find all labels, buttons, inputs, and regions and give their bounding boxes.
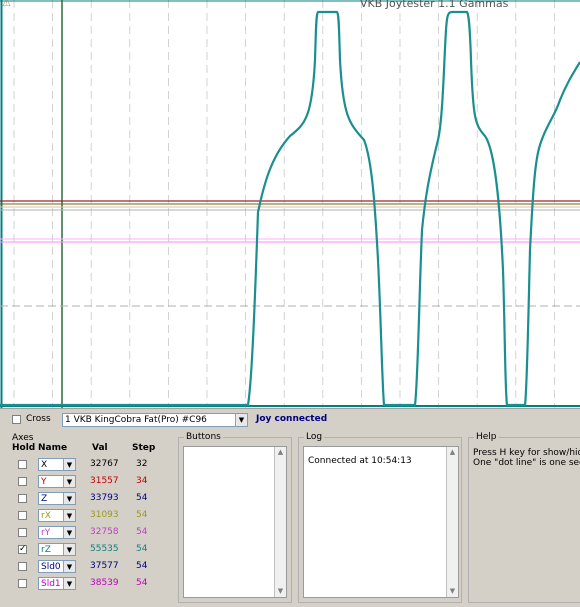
help-line-2: One "dot line" is one seco [473, 458, 580, 468]
col-hold: Hold [12, 443, 36, 453]
help-line-1: Press H key for show/hid [473, 448, 580, 458]
plot-graph [0, 0, 580, 408]
window-title: VKB Joytester 1.1 Gammas [360, 0, 509, 10]
axis-name-select[interactable]: Sld1 ▼ [38, 577, 76, 590]
chevron-down-icon[interactable]: ▼ [63, 510, 75, 521]
axis-row: Sld0 ▼ 37577 54 [0, 560, 170, 574]
axis-name-select[interactable]: rX ▼ [38, 509, 76, 522]
chevron-down-icon[interactable]: ▼ [63, 578, 75, 589]
chevron-down-icon[interactable]: ▼ [235, 414, 247, 426]
buttons-scrollbar[interactable]: ▲ ▼ [274, 447, 286, 597]
axis-step: 34 [136, 476, 148, 486]
axis-row: Sld1 ▼ 38539 54 [0, 577, 170, 591]
log-group-label: Log [304, 432, 325, 442]
help-group-label: Help [474, 432, 499, 442]
axis-step: 54 [136, 527, 148, 537]
hold-checkbox[interactable] [18, 494, 27, 503]
hold-checkbox[interactable] [18, 562, 27, 571]
axis-name: rY [41, 528, 51, 538]
axis-step: 54 [136, 561, 148, 571]
axis-name: rX [41, 511, 51, 521]
cross-checkbox[interactable] [12, 415, 21, 424]
control-panel: Cross 1 VKB KingCobra Fat(Pro) #C96 ▼ Jo… [0, 408, 580, 607]
scroll-up-icon[interactable]: ▲ [277, 448, 284, 456]
axis-value: 32758 [90, 527, 119, 537]
buttons-group: Buttons ▲ ▼ [178, 432, 292, 603]
axis-step: 54 [136, 544, 148, 554]
axis-value: 31557 [90, 476, 119, 486]
axis-name: Sld1 [41, 579, 61, 589]
scroll-down-icon[interactable]: ▼ [277, 587, 284, 595]
axis-value: 33793 [90, 493, 119, 503]
rz-axis-trace [0, 10, 580, 407]
log-line: Connected at 10:54:13 [308, 456, 412, 466]
axis-row: Z ▼ 33793 54 [0, 492, 170, 506]
plot-area: ⚠ VKB Joytester 1.1 Gammas [0, 0, 580, 408]
col-step: Step [132, 443, 156, 453]
chevron-down-icon[interactable]: ▼ [63, 561, 75, 572]
chevron-down-icon[interactable]: ▼ [63, 493, 75, 504]
device-select[interactable]: 1 VKB KingCobra Fat(Pro) #C96 ▼ [62, 413, 248, 427]
hold-checkbox[interactable] [18, 511, 27, 520]
axis-name-select[interactable]: rZ ▼ [38, 543, 76, 556]
axis-name-select[interactable]: Y ▼ [38, 475, 76, 488]
axis-name: Z [41, 494, 48, 504]
axis-row: X ▼ 32767 32 [0, 458, 170, 472]
hold-checkbox[interactable] [18, 528, 27, 537]
axis-name: Y [41, 477, 47, 487]
axes-header: Axes [12, 433, 34, 443]
axis-name-select[interactable]: Z ▼ [38, 492, 76, 505]
axis-value: 32767 [90, 459, 119, 469]
hold-checkbox[interactable]: ✓ [18, 544, 27, 554]
hold-checkbox[interactable] [18, 477, 27, 486]
scroll-up-icon[interactable]: ▲ [449, 448, 456, 456]
chevron-down-icon[interactable]: ▼ [63, 476, 75, 487]
hold-checkbox[interactable] [18, 579, 27, 588]
axis-name-select[interactable]: Sld0 ▼ [38, 560, 76, 573]
chevron-down-icon[interactable]: ▼ [63, 459, 75, 470]
axis-value: 38539 [90, 578, 119, 588]
axis-step: 54 [136, 578, 148, 588]
axis-name-select[interactable]: rY ▼ [38, 526, 76, 539]
col-name: Name [38, 443, 68, 453]
axis-row: ✓ rZ ▼ 55535 54 [0, 543, 170, 557]
axis-step: 32 [136, 459, 148, 469]
axis-value: 37577 [90, 561, 119, 571]
axis-row: Y ▼ 31557 34 [0, 475, 170, 489]
connection-status: Joy connected [256, 414, 328, 424]
chevron-down-icon[interactable]: ▼ [63, 527, 75, 538]
axis-name: rZ [41, 545, 51, 555]
axis-row: rX ▼ 31093 54 [0, 509, 170, 523]
axis-value: 31093 [90, 510, 119, 520]
log-scrollbar[interactable]: ▲ ▼ [446, 447, 458, 597]
axis-name-select[interactable]: X ▼ [38, 458, 76, 471]
buttons-group-label: Buttons [184, 432, 223, 442]
log-group: Log Connected at 10:54:13 ▲ ▼ [298, 432, 462, 603]
axis-row: rY ▼ 32758 54 [0, 526, 170, 540]
col-val: Val [92, 443, 108, 453]
buttons-list[interactable]: ▲ ▼ [183, 446, 287, 598]
axis-step: 54 [136, 493, 148, 503]
chevron-down-icon[interactable]: ▼ [63, 544, 75, 555]
axis-value: 55535 [90, 544, 119, 554]
hold-checkbox[interactable] [18, 460, 27, 469]
log-list[interactable]: Connected at 10:54:13 ▲ ▼ [303, 446, 459, 598]
vertical-grid [13, 0, 555, 408]
app-icon: ⚠ [2, 0, 11, 9]
axis-step: 54 [136, 510, 148, 520]
cross-label: Cross [26, 414, 51, 424]
axis-name: Sld0 [41, 562, 61, 572]
scroll-down-icon[interactable]: ▼ [449, 587, 456, 595]
device-select-value: 1 VKB KingCobra Fat(Pro) #C96 [65, 415, 207, 425]
help-group: Help Press H key for show/hid One "dot l… [468, 432, 580, 603]
axis-name: X [41, 460, 48, 470]
